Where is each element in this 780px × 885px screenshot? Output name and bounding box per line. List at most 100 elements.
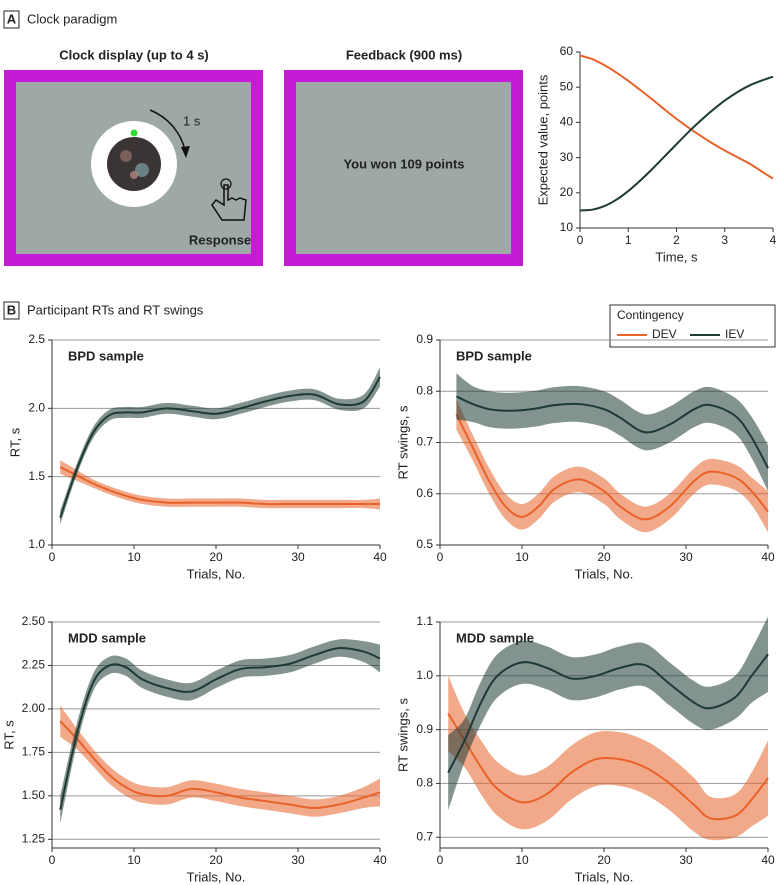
x-tick-label: 20 <box>209 550 223 564</box>
y-tick-label: 0.8 <box>416 383 433 397</box>
x-tick-label: 40 <box>761 550 775 564</box>
x-tick-label: 2 <box>673 233 680 247</box>
chart-title: MDD sample <box>68 630 146 645</box>
x-tick-label: 40 <box>373 853 387 867</box>
y-tick-label: 1.25 <box>22 831 46 845</box>
series-line <box>447 653 769 774</box>
confidence-band <box>456 373 768 492</box>
clock-arrowhead <box>181 146 190 158</box>
x-axis-title: Trials, No. <box>575 566 634 581</box>
x-tick-label: 30 <box>291 853 305 867</box>
x-tick-label: 20 <box>597 550 611 564</box>
y-tick-label: 50 <box>560 79 574 93</box>
series-line <box>447 712 769 821</box>
x-tick-label: 10 <box>127 853 141 867</box>
x-tick-label: 0 <box>49 853 56 867</box>
x-tick-label: 0 <box>49 550 56 564</box>
y-tick-label: 30 <box>560 150 574 164</box>
series-line <box>59 466 380 506</box>
confidence-band <box>60 705 380 817</box>
y-tick-label: 2.50 <box>22 614 46 628</box>
panel-letter: B <box>7 302 16 317</box>
y-tick-label: 1.1 <box>416 614 433 628</box>
y-tick-label: 2.0 <box>28 401 45 415</box>
y-tick-label: 0.8 <box>416 776 433 790</box>
y-axis-title: RT, s <box>1 720 16 750</box>
series-line <box>59 646 381 810</box>
clock-arrow <box>149 109 186 151</box>
clock-image <box>107 137 161 191</box>
x-tick-label: 30 <box>679 853 693 867</box>
confidence-band <box>448 616 768 811</box>
clock-texture <box>135 163 149 177</box>
x-tick-label: 10 <box>515 550 529 564</box>
y-tick-label: 0.7 <box>416 435 433 449</box>
hand-icon <box>211 184 247 221</box>
x-tick-label: 40 <box>761 853 775 867</box>
x-tick-label: 10 <box>127 550 141 564</box>
feedback-screen <box>284 70 523 266</box>
legend-label: IEV <box>725 327 744 341</box>
series-line <box>579 54 774 180</box>
y-tick-label: 0.7 <box>416 829 433 843</box>
y-tick-label: 2.00 <box>22 701 46 715</box>
x-axis-title: Trials, No. <box>575 869 634 884</box>
clock-dot <box>130 129 138 137</box>
y-tick-label: 0.9 <box>416 722 433 736</box>
x-tick-label: 0 <box>437 853 444 867</box>
y-tick-label: 0.9 <box>416 332 433 346</box>
y-tick-label: 60 <box>560 44 574 58</box>
series-line <box>59 376 381 518</box>
x-tick-label: 4 <box>770 233 777 247</box>
panel-title: Participant RTs and RT swings <box>27 302 204 317</box>
y-tick-label: 0.6 <box>416 486 433 500</box>
panel-letter-box <box>3 10 20 29</box>
x-tick-label: 3 <box>721 233 728 247</box>
y-tick-label: 0.5 <box>416 537 433 551</box>
confidence-band <box>60 639 380 824</box>
series-line <box>455 395 769 469</box>
y-tick-label: 1.50 <box>22 788 46 802</box>
y-axis-title: RT swings, s <box>395 698 410 772</box>
legend-title: Contingency <box>617 308 684 322</box>
panel-letter: A <box>7 11 17 26</box>
clock-texture <box>130 171 138 179</box>
chart-title: BPD sample <box>456 348 532 363</box>
y-tick-label: 1.5 <box>28 469 45 483</box>
y-tick-label: 2.5 <box>28 332 45 346</box>
confidence-band <box>456 398 768 533</box>
y-tick-label: 1.75 <box>22 745 46 759</box>
confidence-band <box>60 460 380 510</box>
clock-texture <box>120 150 132 162</box>
y-tick-label: 1.0 <box>28 537 45 551</box>
legend-label: DEV <box>652 327 677 341</box>
y-axis-title: RT, s <box>7 427 22 457</box>
series-line <box>579 75 774 212</box>
y-tick-label: 20 <box>560 185 574 199</box>
panel-title: Clock paradigm <box>27 11 117 26</box>
x-tick-label: 30 <box>679 550 693 564</box>
series-line <box>59 720 381 810</box>
y-axis-title: Expected value, points <box>535 74 550 205</box>
y-tick-label: 40 <box>560 115 574 129</box>
feedback-title: Feedback (900 ms) <box>346 47 462 62</box>
x-tick-label: 40 <box>373 550 387 564</box>
feedback-message: You won 109 points <box>343 156 464 171</box>
x-tick-label: 20 <box>597 853 611 867</box>
x-axis-title: Trials, No. <box>187 566 246 581</box>
chart-title: BPD sample <box>68 348 144 363</box>
x-tick-label: 20 <box>209 853 223 867</box>
y-tick-label: 10 <box>560 220 574 234</box>
x-tick-label: 0 <box>437 550 444 564</box>
panel-letter-box <box>3 301 20 320</box>
x-tick-label: 1 <box>625 233 632 247</box>
y-tick-label: 1.0 <box>416 668 433 682</box>
x-tick-label: 30 <box>291 550 305 564</box>
x-tick-label: 10 <box>515 853 529 867</box>
clock-title: Clock display (up to 4 s) <box>59 47 209 62</box>
x-axis-title: Trials, No. <box>187 869 246 884</box>
chart-title: MDD sample <box>456 630 534 645</box>
y-tick-label: 2.25 <box>22 658 46 672</box>
response-label: Response <box>189 232 251 247</box>
